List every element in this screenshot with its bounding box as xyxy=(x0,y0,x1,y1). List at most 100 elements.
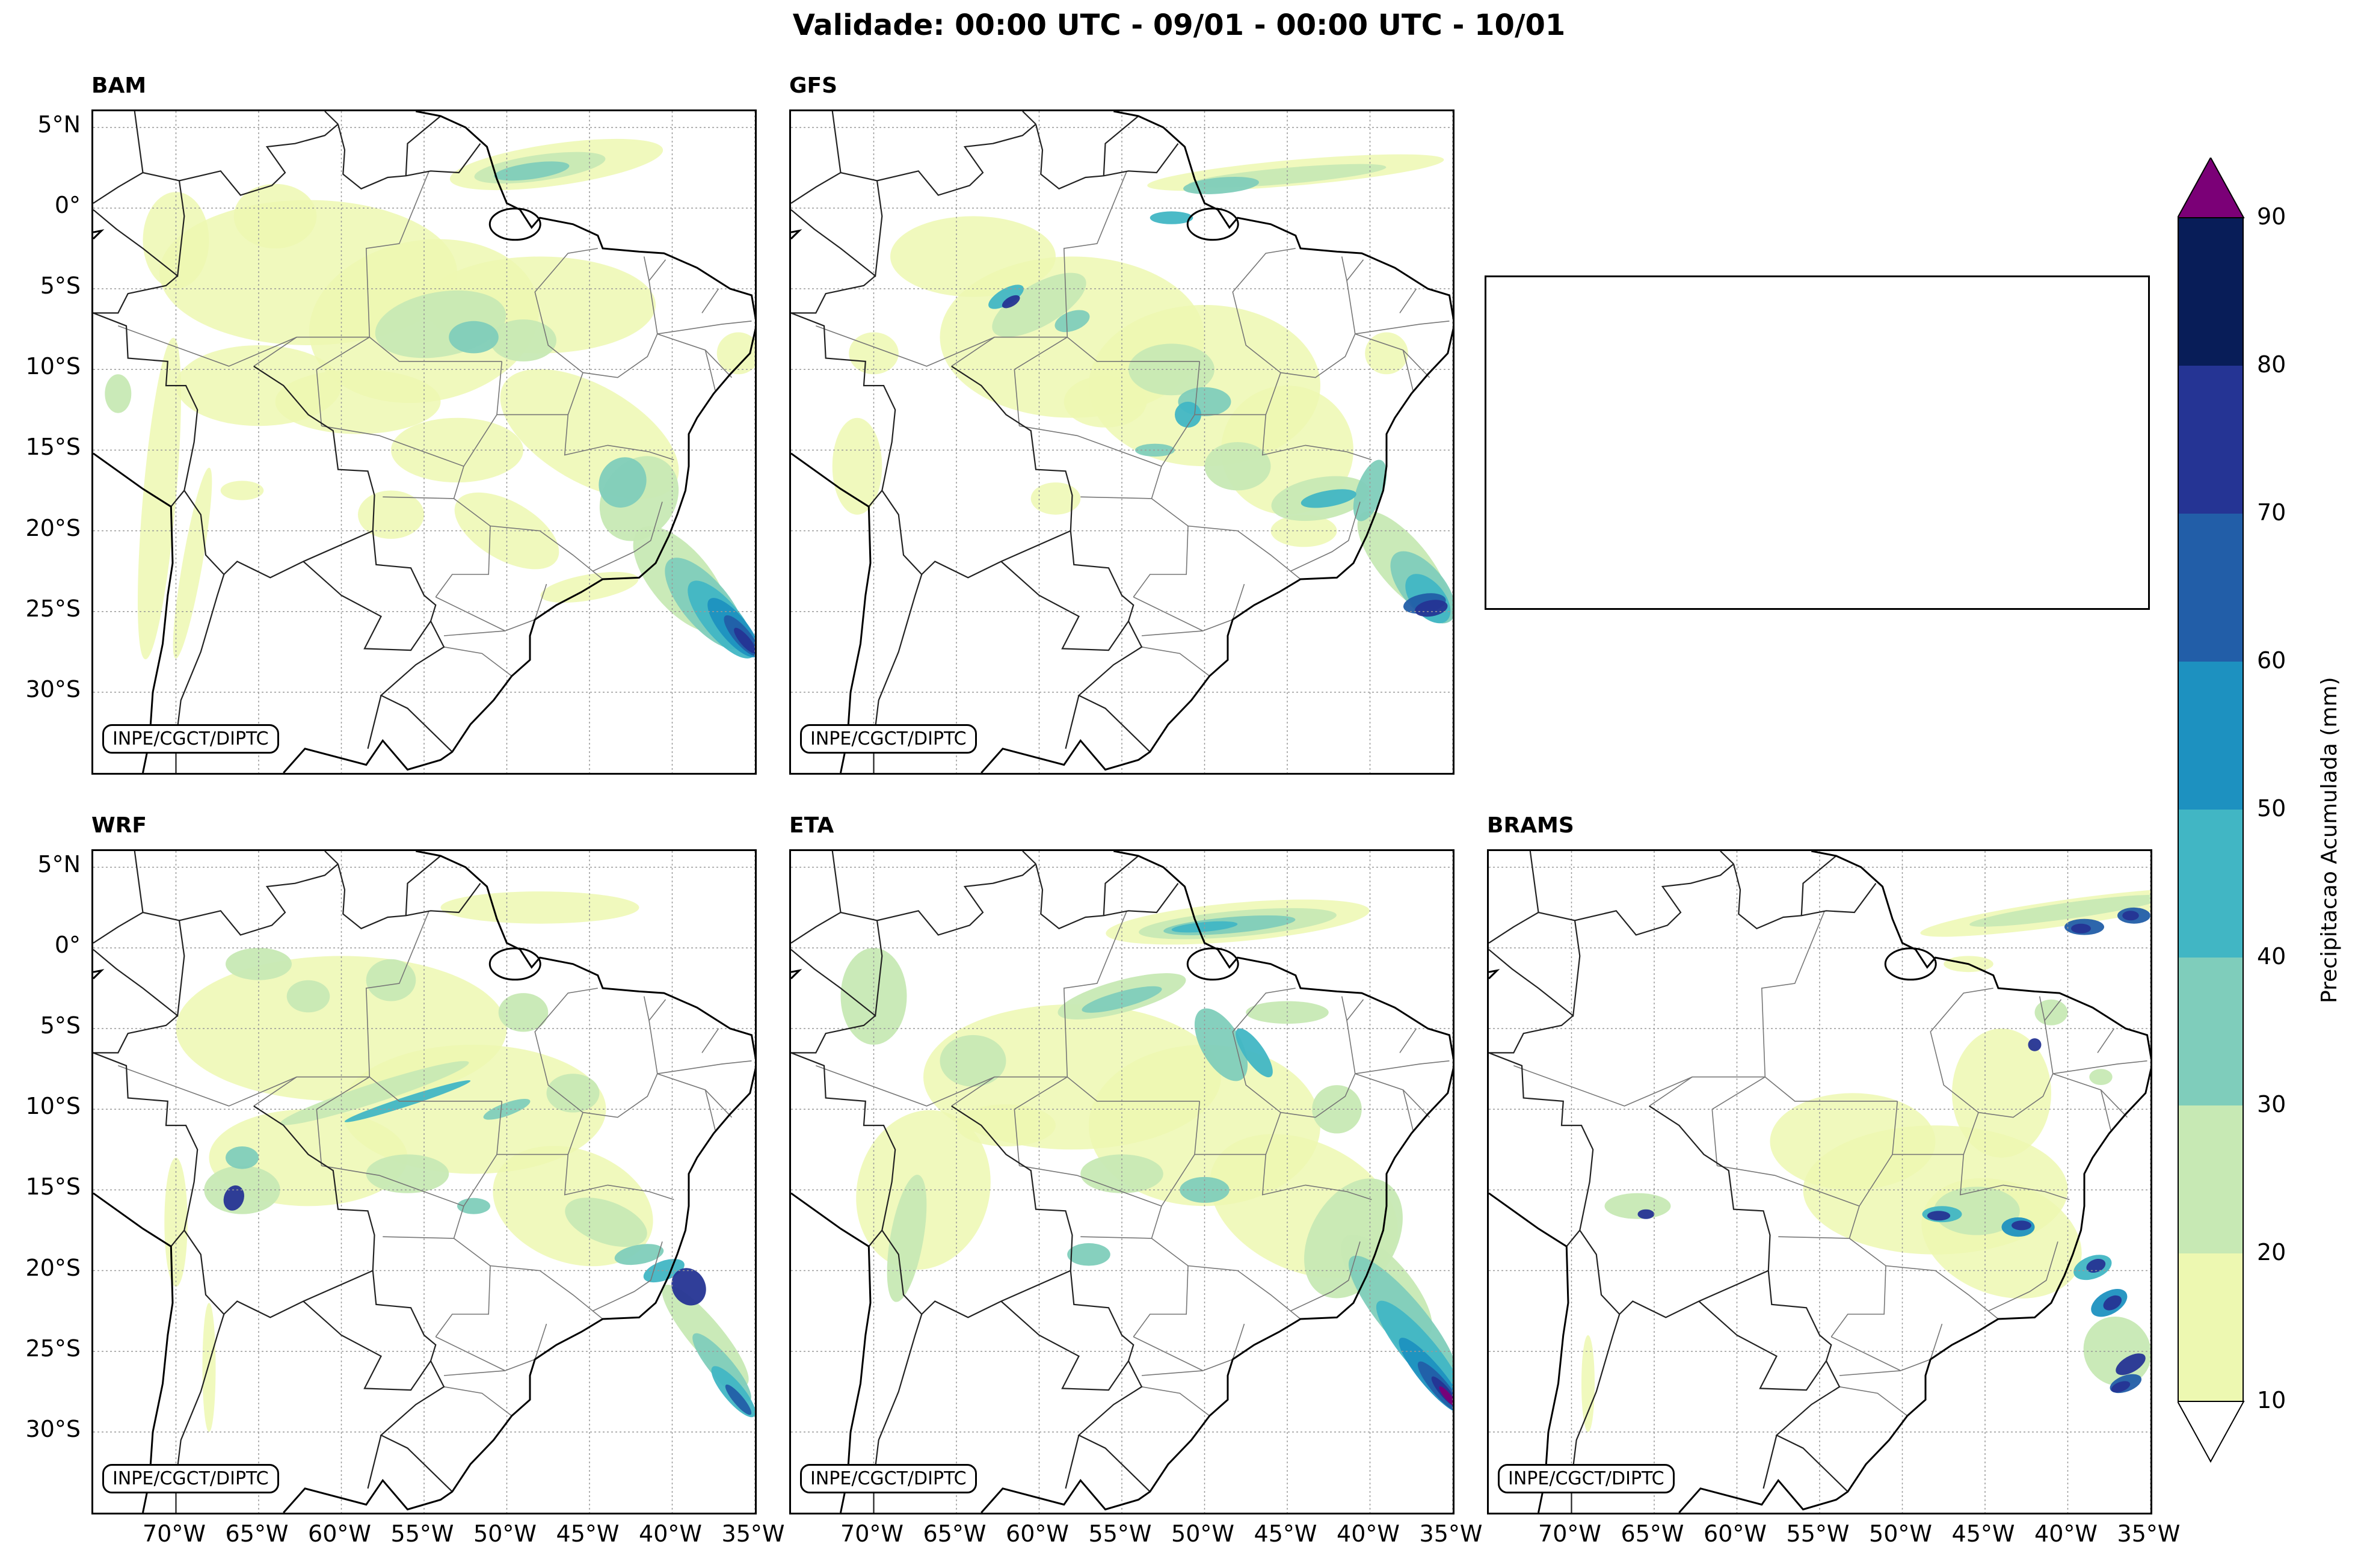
country-border xyxy=(951,365,1073,531)
state-border xyxy=(2097,1028,2115,1053)
precip-cell xyxy=(366,959,416,1001)
lat-tick-label: 15°S xyxy=(25,1173,81,1201)
lon-tick-label: 40°W xyxy=(2034,1520,2098,1547)
state-border xyxy=(443,1386,513,1416)
empty-panel-box xyxy=(1485,275,2150,610)
state-border xyxy=(1830,1336,1931,1371)
state-border xyxy=(1399,1028,1417,1053)
credit-box-bam: INPE/CGCT/DIPTC xyxy=(102,724,279,754)
state-border xyxy=(1402,349,1414,391)
precip-cell xyxy=(1415,600,1448,617)
lat-tick-label: 5°S xyxy=(40,1012,81,1039)
state-border xyxy=(1019,425,1162,467)
panel-label-eta: ETA xyxy=(789,813,834,838)
country-border xyxy=(791,171,883,277)
state-border xyxy=(816,1065,1200,1107)
country-border xyxy=(1489,911,1581,1017)
precip-cell xyxy=(565,1198,647,1247)
state-border xyxy=(564,1154,674,1201)
precip-cell xyxy=(2086,1258,2106,1273)
country-border xyxy=(1065,1434,1080,1489)
state-border xyxy=(321,425,464,467)
colorbar-tick-label: 50 xyxy=(2257,795,2286,822)
precip-cell xyxy=(226,1146,259,1169)
state-border xyxy=(1978,996,2054,1118)
colorbar-tick-label: 20 xyxy=(2257,1239,2286,1265)
country-border xyxy=(253,365,375,531)
lon-tick-label: 50°W xyxy=(1171,1520,1234,1547)
country-border xyxy=(1022,111,1036,125)
precip-cell xyxy=(2089,1069,2113,1085)
lat-tick-label: 20°S xyxy=(25,514,81,541)
precip-cell xyxy=(280,1061,469,1125)
precip-cell xyxy=(1637,1209,1655,1219)
lat-tick-label: 20°S xyxy=(25,1254,81,1281)
state-border xyxy=(1063,910,1128,1077)
map-svg xyxy=(1489,851,2150,1513)
marajo-island xyxy=(1186,208,1239,241)
state-border xyxy=(496,248,598,416)
precip-cell xyxy=(1439,1386,1453,1407)
panel-label-gfs: GFS xyxy=(789,73,838,98)
precip-cell xyxy=(734,627,755,654)
lat-tick-label: 30°S xyxy=(25,675,81,703)
state-border xyxy=(1830,1265,1886,1338)
state-border xyxy=(1133,596,1233,632)
state-border xyxy=(118,325,502,367)
state-border xyxy=(1141,646,1210,677)
state-borders xyxy=(1513,910,2147,1416)
country-border xyxy=(179,123,339,196)
country-border xyxy=(1103,115,1139,176)
credit-box-gfs: INPE/CGCT/DIPTC xyxy=(800,724,977,754)
country-borders xyxy=(93,111,481,773)
precip-cell xyxy=(143,192,209,289)
state-border xyxy=(2052,1060,2147,1074)
country-border xyxy=(1698,1270,1832,1391)
state-border xyxy=(443,646,513,677)
state-borders xyxy=(816,910,1450,1416)
lon-tick-label: 65°W xyxy=(225,1520,289,1547)
country-border xyxy=(831,851,842,913)
country-border xyxy=(380,621,453,752)
map-panel-wrf xyxy=(91,849,757,1514)
precip-cell xyxy=(233,183,317,249)
colorbar-segment xyxy=(2178,1105,2244,1253)
state-border xyxy=(1987,1310,1999,1320)
colorbar-segment xyxy=(2178,218,2244,366)
precip-cell xyxy=(840,948,907,1045)
state-border xyxy=(701,1028,719,1053)
lat-tick-label: 5°N xyxy=(37,111,81,138)
lon-tick-label: 70°W xyxy=(143,1520,206,1547)
state-border xyxy=(1232,1323,1245,1360)
lon-tick-label: 50°W xyxy=(473,1520,537,1547)
precip-cell xyxy=(366,1154,449,1193)
country-border xyxy=(93,1052,199,1247)
state-border xyxy=(592,1310,603,1320)
state-border xyxy=(582,996,658,1118)
state-border xyxy=(1402,1089,1414,1131)
country-border xyxy=(1103,855,1139,916)
precip-cell xyxy=(887,1175,927,1302)
precip-cell xyxy=(226,948,292,980)
state-border xyxy=(816,325,1200,367)
state-border xyxy=(648,259,666,281)
country-border xyxy=(380,1360,453,1492)
precip-cell xyxy=(2028,1038,2042,1051)
precipitation-field xyxy=(840,899,1453,1413)
precip-cell xyxy=(1175,401,1201,428)
state-border xyxy=(443,1370,505,1376)
lon-tick-label: 45°W xyxy=(556,1520,620,1547)
precip-cell xyxy=(1054,310,1090,333)
country-border xyxy=(1619,1270,1769,1318)
state-border xyxy=(1194,248,1296,416)
precip-cell xyxy=(1927,1211,1951,1221)
map-panel-gfs xyxy=(789,109,1455,775)
precipitation-field xyxy=(1581,888,2150,1432)
state-border xyxy=(951,1076,995,1107)
state-border xyxy=(1355,333,1430,378)
country-border xyxy=(324,851,339,865)
state-border xyxy=(657,1060,752,1074)
graticule xyxy=(93,851,755,1513)
precip-cell xyxy=(2111,1381,2131,1393)
precip-cell xyxy=(457,1198,490,1214)
